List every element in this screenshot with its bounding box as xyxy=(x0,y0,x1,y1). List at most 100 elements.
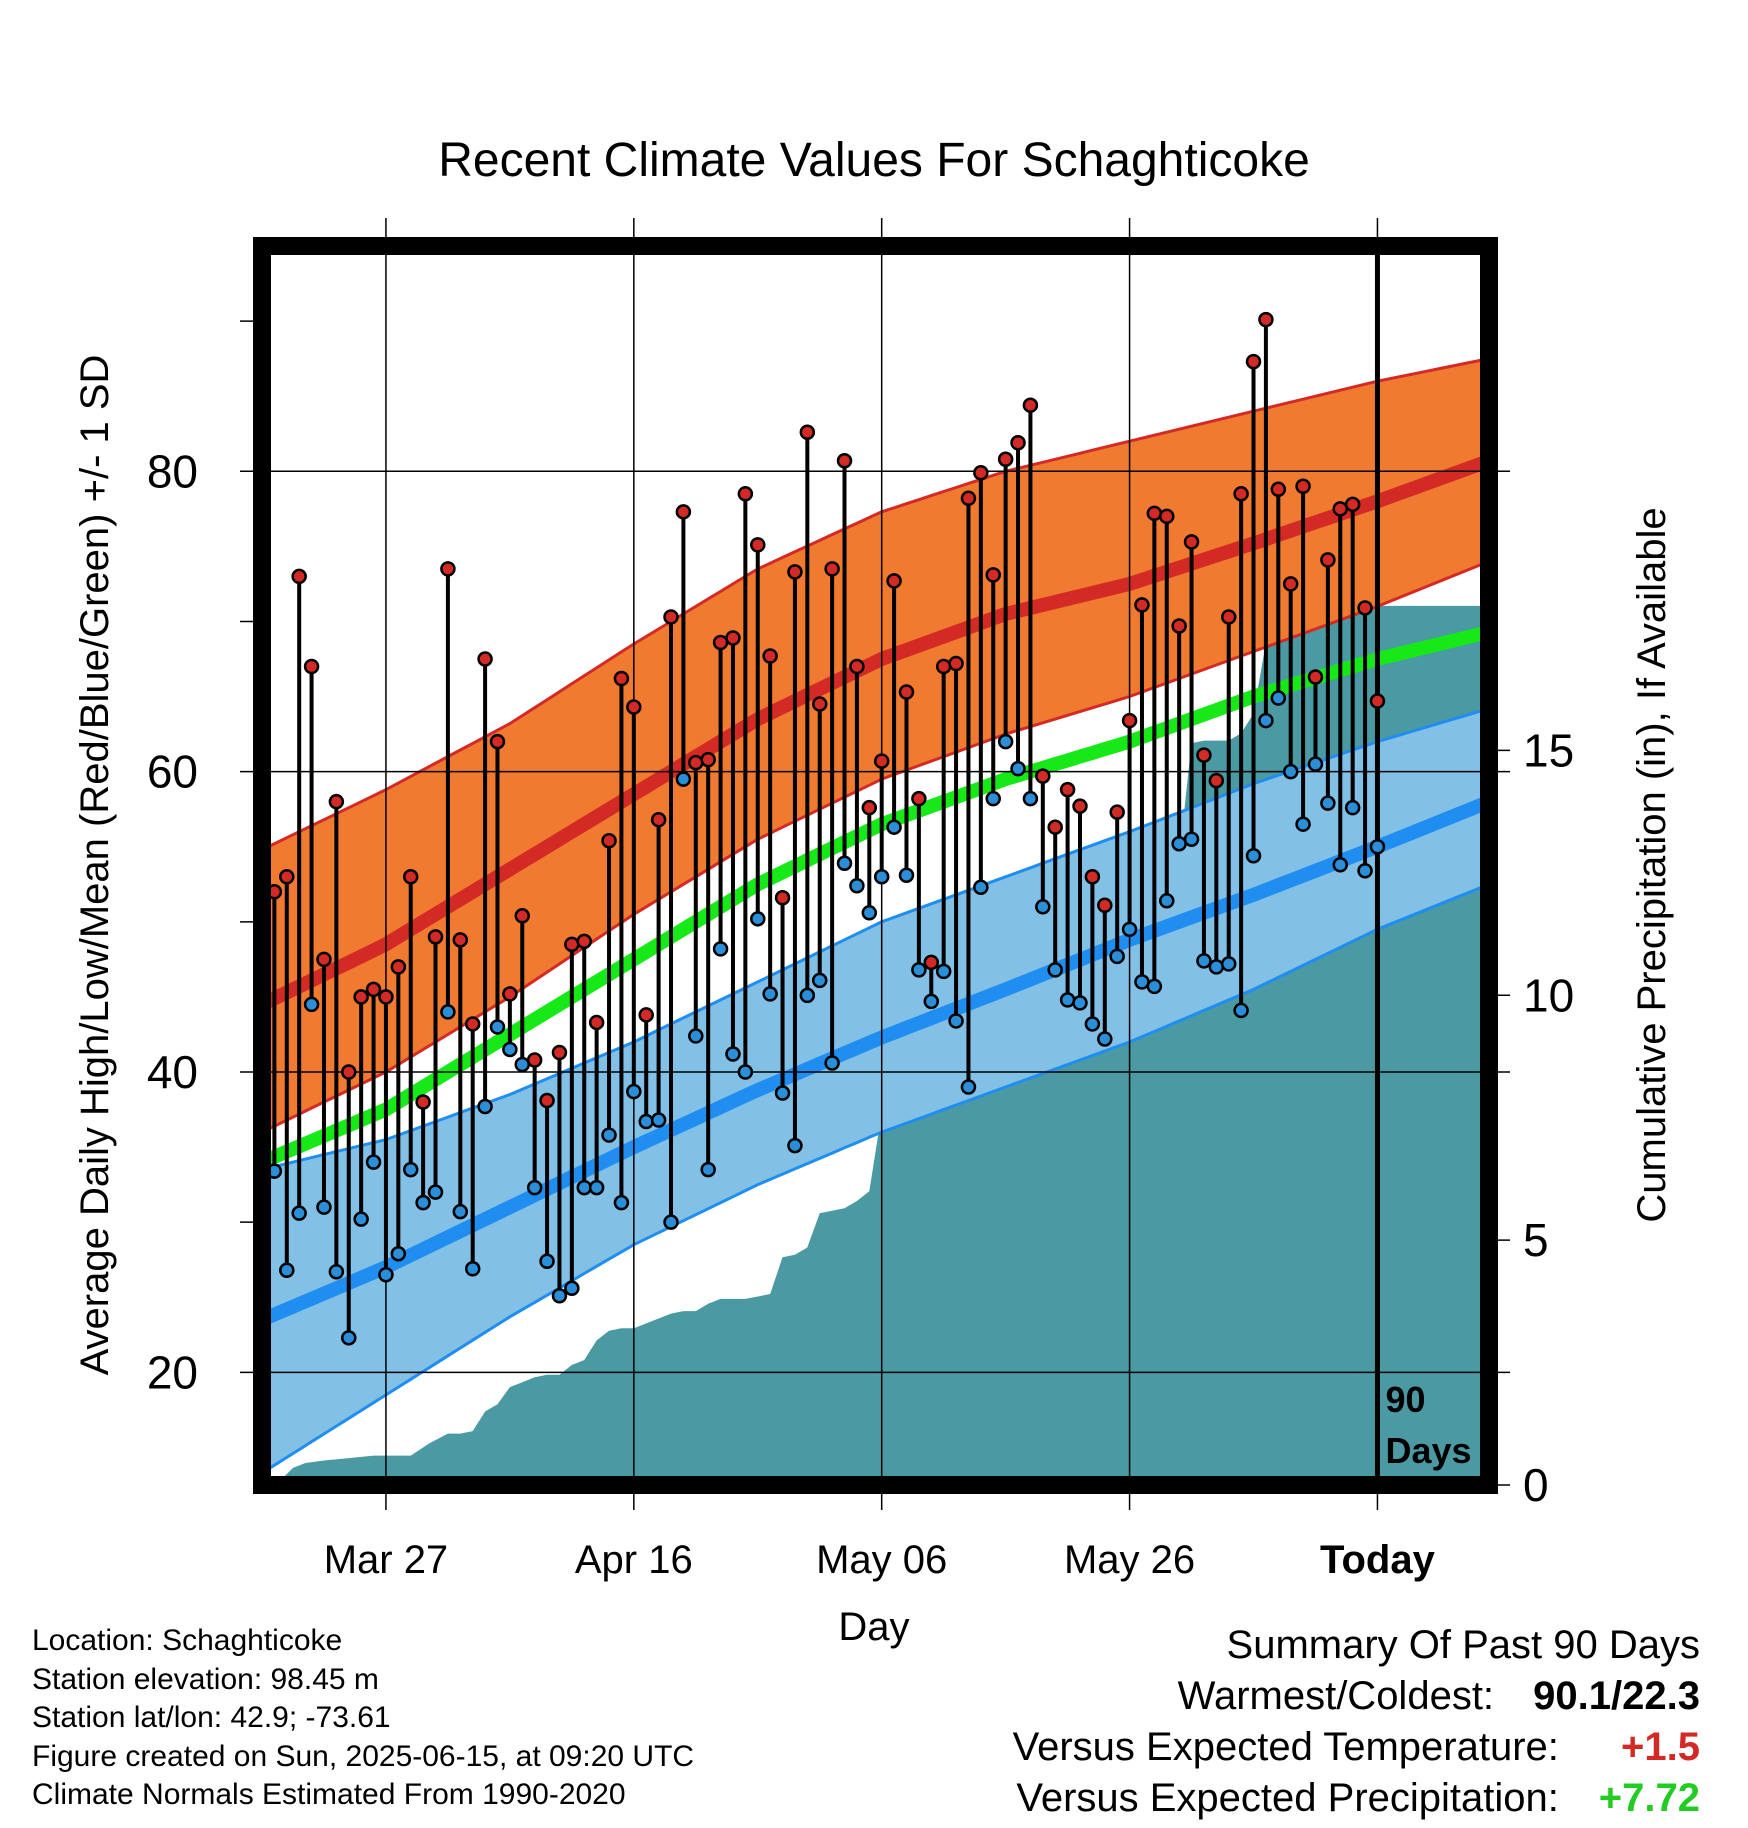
daily-high-point xyxy=(440,561,456,577)
daily-low-point xyxy=(712,941,729,957)
daily-high-point xyxy=(1059,781,1076,798)
daily-high-point xyxy=(464,1016,481,1032)
daily-low-point xyxy=(539,1253,555,1269)
daily-low-point xyxy=(923,993,940,1010)
daily-low-point xyxy=(1022,790,1039,807)
daily-low-point xyxy=(849,878,865,894)
daily-low-point xyxy=(316,1199,332,1215)
normals-text: Climate Normals Estimated From 1990-2020 xyxy=(32,1778,626,1811)
daily-low-point xyxy=(390,1245,407,1262)
daily-high-point xyxy=(1196,747,1212,763)
daily-high-point xyxy=(316,951,332,968)
daily-high-point xyxy=(353,989,369,1005)
daily-high-point xyxy=(737,486,754,502)
location-text: Location: Schaghticoke xyxy=(32,1624,343,1657)
today-days-word: Days xyxy=(1385,1430,1471,1471)
y-tick-label: 80 xyxy=(147,445,198,497)
daily-high-point xyxy=(328,793,345,810)
daily-low-point xyxy=(1233,1002,1249,1019)
warm-cold-value: 90.1/22.3 xyxy=(1533,1674,1700,1718)
daily-low-point xyxy=(1320,795,1336,811)
daily-high-point xyxy=(1270,481,1287,498)
daily-low-point xyxy=(911,962,927,978)
plot-frame xyxy=(253,237,1498,1494)
daily-high-point xyxy=(1084,869,1101,885)
daily-high-point xyxy=(514,908,531,924)
daily-high-point xyxy=(1171,618,1187,634)
summary-heading: Summary Of Past 90 Days xyxy=(1226,1623,1700,1667)
daily-high-point xyxy=(1159,508,1175,525)
daily-low-point xyxy=(960,1079,977,1095)
daily-low-point xyxy=(1270,690,1287,706)
daily-high-point xyxy=(1295,478,1311,495)
warm-cold-label: Warmest/Coldest: xyxy=(1177,1674,1495,1718)
daily-high-point xyxy=(1121,712,1138,729)
daily-high-point xyxy=(303,658,320,675)
low-mean-line xyxy=(259,795,1492,1327)
daily-low-point xyxy=(1332,856,1349,873)
y2-tick-label: 10 xyxy=(1523,969,1574,1021)
daily-high-point xyxy=(799,424,816,440)
daily-high-point xyxy=(935,658,952,675)
daily-high-point xyxy=(1010,434,1026,451)
daily-low-point xyxy=(1295,816,1311,832)
daily-low-point xyxy=(341,1330,357,1346)
daily-high-point xyxy=(1369,693,1386,709)
plot-area: 90 Days xyxy=(240,218,1510,1510)
daily-high-point xyxy=(1097,897,1113,914)
daily-high-point xyxy=(415,1094,431,1110)
chart-title: Recent Climate Values For Schaghticoke xyxy=(438,134,1310,187)
daily-low-point xyxy=(1134,974,1150,990)
daily-low-point xyxy=(737,1064,754,1080)
daily-high-point xyxy=(452,932,469,948)
daily-low-point xyxy=(1208,959,1225,975)
daily-low-point xyxy=(1146,978,1163,995)
daily-high-point xyxy=(873,753,890,769)
daily-low-point xyxy=(489,1019,506,1035)
daily-high-point xyxy=(1072,798,1088,814)
y-tick-label: 40 xyxy=(147,1046,198,1098)
daily-low-point xyxy=(700,1161,716,1178)
daily-low-point xyxy=(564,1280,580,1297)
daily-low-point xyxy=(811,972,828,989)
daily-low-point xyxy=(1059,992,1076,1008)
daily-low-point xyxy=(1196,953,1212,969)
elevation-text: Station elevation: 98.45 m xyxy=(32,1662,379,1696)
x-tick-label: Apr 16 xyxy=(575,1538,693,1582)
daily-high-point xyxy=(601,832,617,849)
daily-high-point xyxy=(1320,552,1336,568)
daily-high-point xyxy=(811,696,828,712)
daily-low-point xyxy=(551,1288,568,1304)
daily-high-point xyxy=(960,490,977,507)
daily-low-point xyxy=(1344,799,1361,816)
y-axis-label: Average Daily High/Low/Mean (Red/Blue/Gr… xyxy=(73,355,117,1376)
temp-value: +1.5 xyxy=(1621,1725,1700,1769)
daily-low-point xyxy=(365,1154,382,1170)
daily-low-point xyxy=(973,879,989,896)
daily-high-point xyxy=(824,561,840,577)
daily-high-point xyxy=(1344,496,1361,513)
daily-high-point xyxy=(1134,597,1150,613)
precip-row: Versus Expected Precipitation: +7.72 xyxy=(1013,1773,1700,1824)
daily-low-point xyxy=(1245,847,1262,864)
daily-low-point xyxy=(514,1056,531,1073)
daily-low-point xyxy=(824,1055,840,1071)
daily-low-point xyxy=(750,911,766,927)
daily-high-point xyxy=(787,564,803,580)
daily-low-point xyxy=(291,1205,307,1221)
precip-value: +7.72 xyxy=(1598,1776,1700,1820)
daily-low-point xyxy=(997,733,1014,750)
daily-high-point xyxy=(390,959,407,975)
daily-low-point xyxy=(1035,899,1051,915)
daily-low-point xyxy=(328,1263,345,1280)
mean-line xyxy=(259,625,1491,1169)
daily-high-point xyxy=(613,670,630,687)
daily-high-point xyxy=(551,1044,568,1061)
x-tick-label: Mar 27 xyxy=(324,1538,449,1582)
temp-label: Versus Expected Temperature: xyxy=(1012,1725,1559,1769)
y2-tick-label: 15 xyxy=(1523,724,1574,776)
daily-high-point xyxy=(997,451,1014,468)
daily-high-point xyxy=(1357,600,1373,616)
daily-low-point xyxy=(762,986,778,1002)
